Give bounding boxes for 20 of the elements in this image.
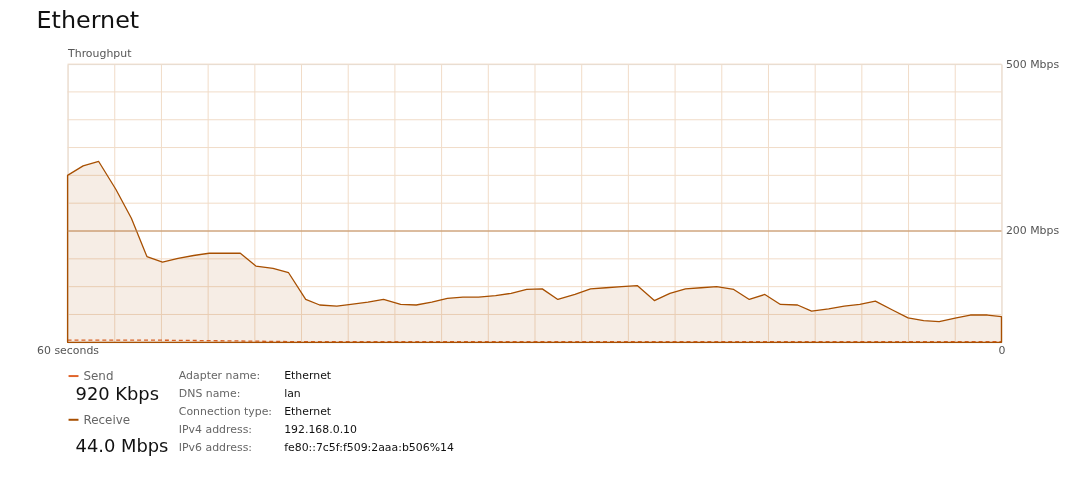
text: Connection type: [178, 404, 273, 418]
text: Ethernet [284, 369, 332, 383]
chart-title: Ethernet [36, 6, 140, 35]
text: Ethernet [284, 404, 332, 418]
legend-label: Receive [83, 412, 131, 427]
text: Adapter name: [178, 369, 261, 383]
text: 44.0 Mbps [75, 434, 169, 456]
y-axis-title: Throughput [67, 46, 133, 60]
y-tick-label: 200 Mbps [1005, 224, 1060, 238]
text: IPv6 address: [178, 440, 253, 454]
y-tick-label: 500 Mbps [1005, 57, 1060, 71]
text: lan [284, 386, 301, 400]
text: 920 Kbps [75, 382, 160, 404]
x-tick-label: 60 seconds [37, 343, 100, 357]
text: 192.168.0.10 [284, 422, 358, 436]
text: DNS name: [178, 386, 241, 400]
text: fe80::7c5f:f509:2aaa:b506%14 [284, 440, 454, 454]
x-tick-label: 0 [998, 343, 1006, 357]
text: IPv4 address: [178, 422, 253, 436]
legend-label: Send [83, 369, 114, 384]
